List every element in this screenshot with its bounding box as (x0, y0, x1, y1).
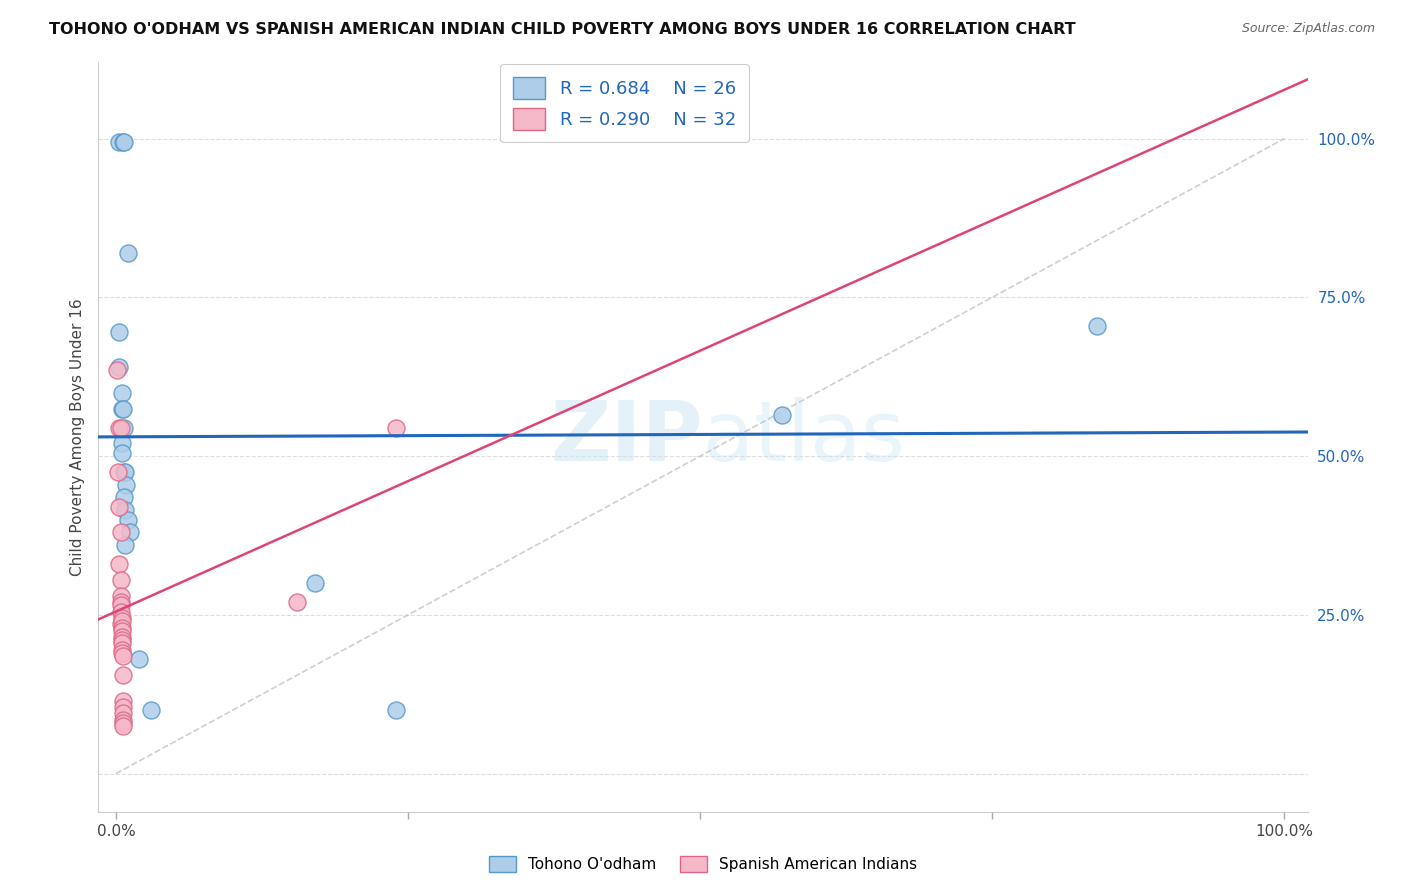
Point (110, 525, 132, 540)
Point (111, 700, 134, 714)
Point (111, 636, 134, 650)
Point (112, 491, 135, 505)
Point (139, 703, 162, 717)
Point (111, 719, 134, 733)
Point (304, 576, 326, 591)
Point (108, 557, 131, 571)
Point (117, 513, 139, 527)
Point (111, 693, 134, 707)
Point (111, 614, 134, 628)
Point (112, 420, 135, 434)
Point (385, 420, 408, 434)
Point (128, 652, 150, 666)
Point (108, 135, 131, 149)
Point (111, 646, 134, 660)
Point (111, 633, 134, 648)
Point (108, 500, 131, 514)
Point (114, 538, 136, 552)
Point (107, 465, 129, 479)
Point (770, 408, 793, 422)
Point (112, 465, 135, 479)
Point (111, 715, 134, 730)
Point (111, 436, 134, 450)
Text: TOHONO O'ODHAM VS SPANISH AMERICAN INDIAN CHILD POVERTY AMONG BOYS UNDER 16 CORR: TOHONO O'ODHAM VS SPANISH AMERICAN INDIA… (49, 22, 1076, 37)
Legend: Tohono O'odham, Spanish American Indians: Tohono O'odham, Spanish American Indians (481, 848, 925, 880)
Point (114, 465, 136, 479)
Point (110, 605, 132, 619)
Point (110, 599, 132, 613)
Point (111, 649, 134, 664)
Point (1085, 318, 1108, 333)
Point (112, 135, 135, 149)
Text: ZIP: ZIP (551, 397, 703, 477)
Point (111, 624, 134, 638)
Point (385, 703, 408, 717)
Point (111, 621, 134, 635)
Point (110, 595, 132, 609)
Point (111, 706, 134, 721)
Point (114, 503, 136, 517)
Point (111, 446, 134, 460)
Point (111, 611, 134, 625)
Point (117, 246, 139, 260)
Point (110, 589, 132, 603)
Point (105, 363, 128, 377)
Point (111, 642, 134, 657)
Point (285, 595, 308, 609)
Point (108, 420, 131, 434)
Point (115, 477, 138, 491)
Point (111, 385, 134, 400)
Point (111, 713, 134, 727)
Point (110, 573, 132, 587)
Point (111, 401, 134, 416)
Y-axis label: Child Poverty Among Boys Under 16: Child Poverty Among Boys Under 16 (69, 298, 84, 576)
Text: Source: ZipAtlas.com: Source: ZipAtlas.com (1241, 22, 1375, 36)
Point (111, 135, 134, 149)
Point (108, 326, 131, 340)
Point (111, 401, 134, 416)
Point (111, 668, 134, 682)
Text: atlas: atlas (703, 397, 904, 477)
Point (118, 525, 141, 540)
Point (108, 360, 131, 375)
Point (110, 617, 132, 632)
Legend: R = 0.684    N = 26, R = 0.290    N = 32: R = 0.684 N = 26, R = 0.290 N = 32 (501, 64, 748, 143)
Point (110, 420, 132, 434)
Point (111, 630, 134, 644)
